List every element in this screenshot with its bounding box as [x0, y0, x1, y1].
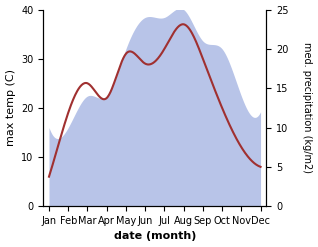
Y-axis label: med. precipitation (kg/m2): med. precipitation (kg/m2): [302, 42, 313, 173]
Y-axis label: max temp (C): max temp (C): [5, 69, 16, 146]
X-axis label: date (month): date (month): [114, 231, 196, 242]
